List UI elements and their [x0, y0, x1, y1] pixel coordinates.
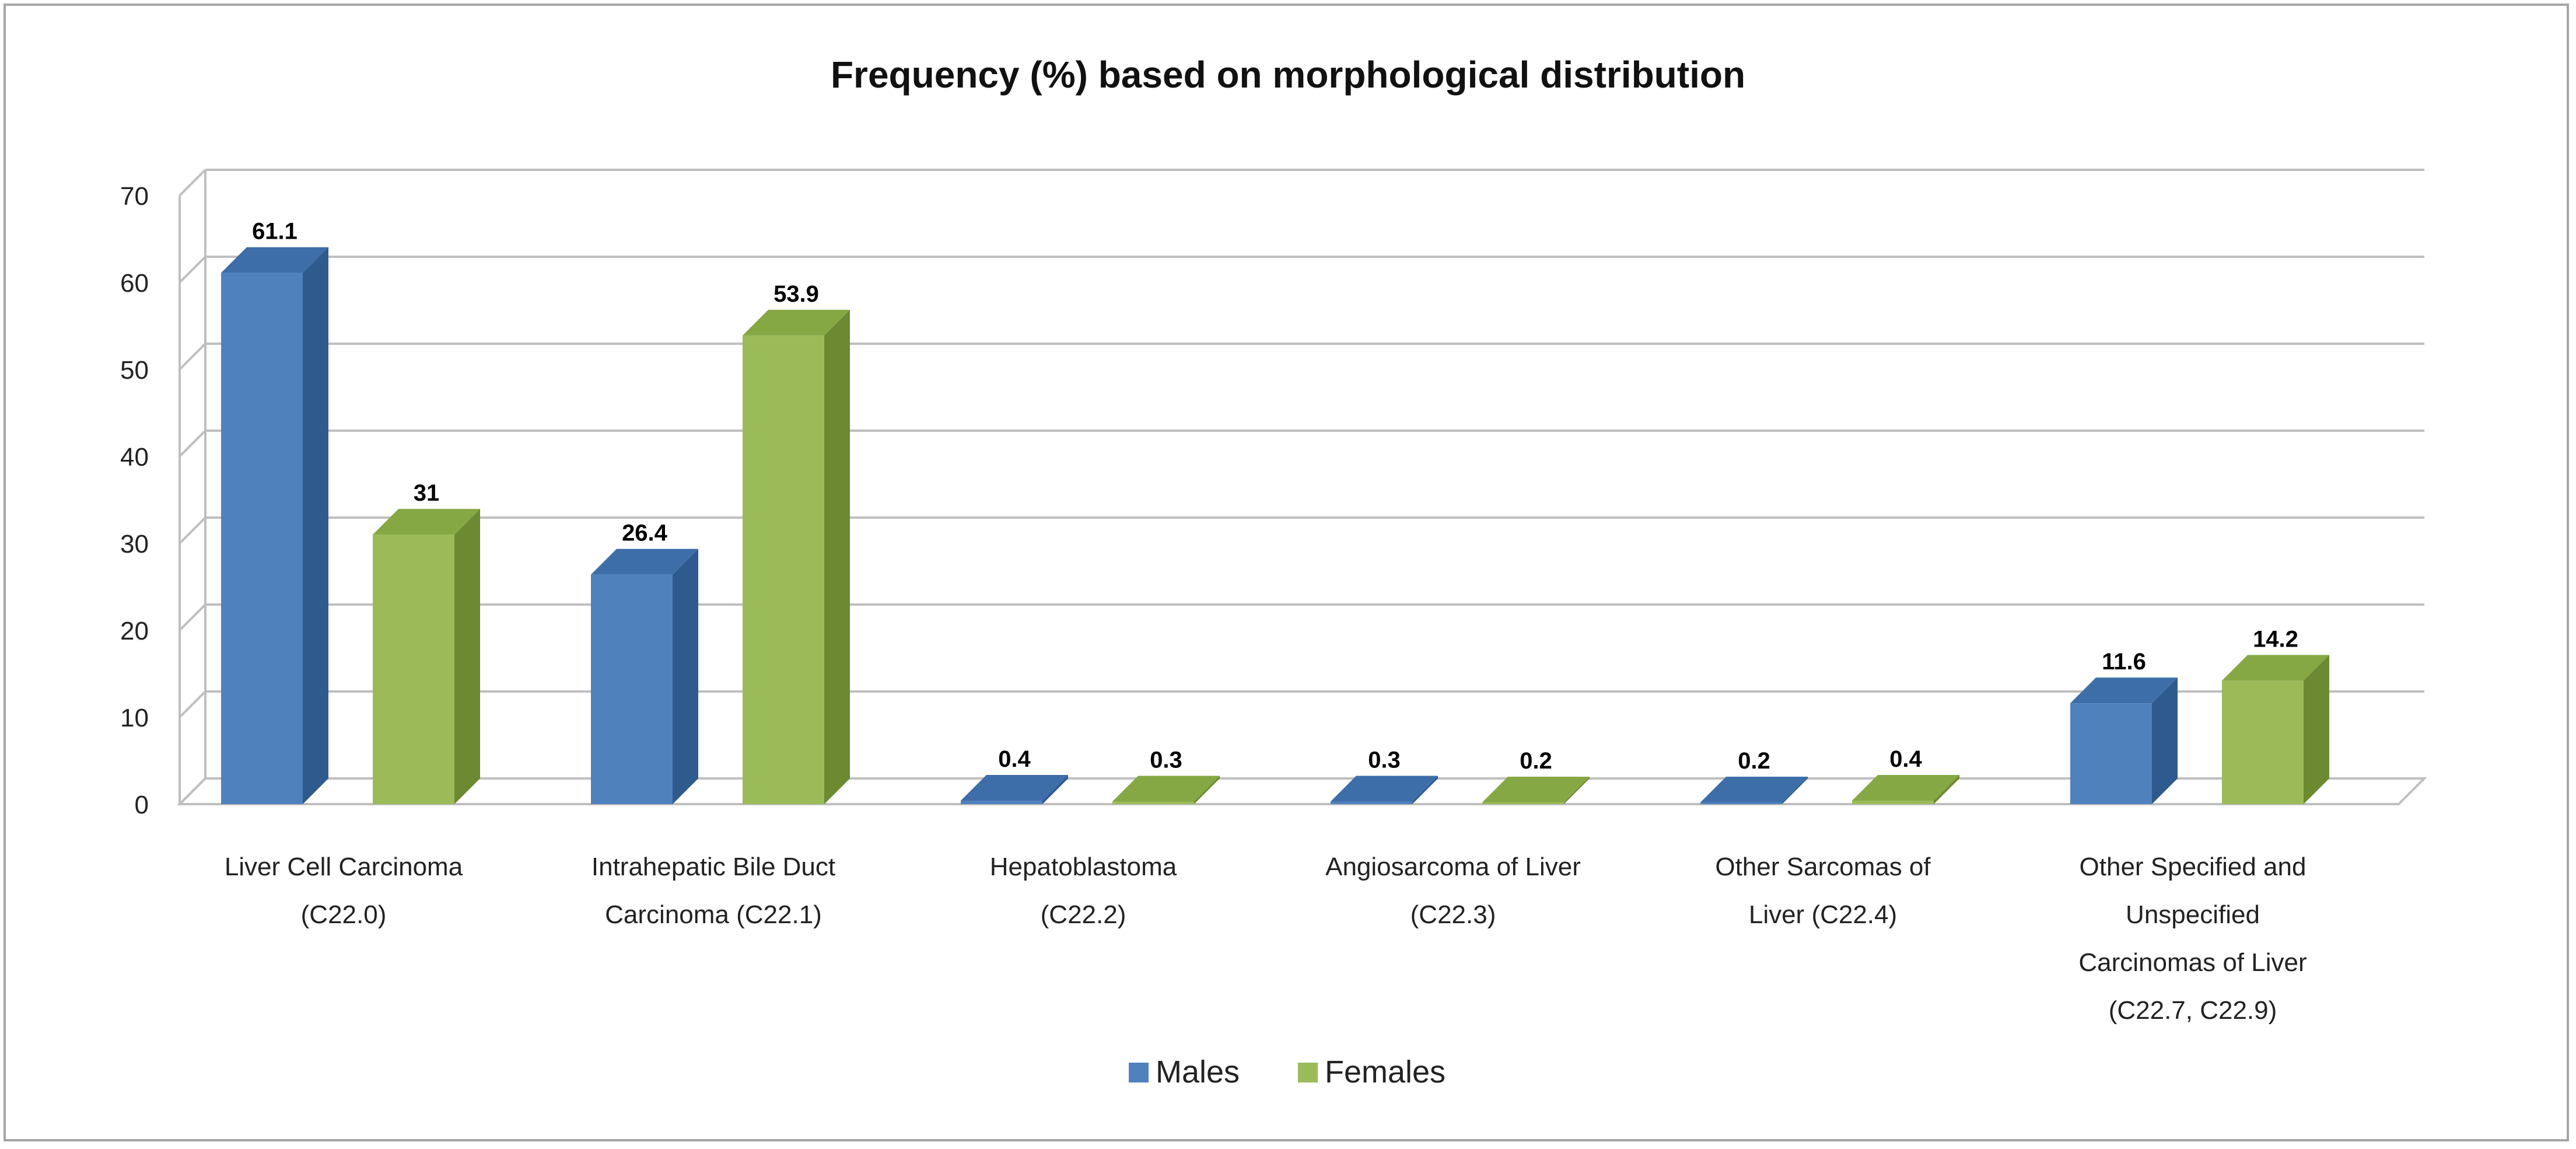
bar-side-females-3: [1564, 777, 1590, 804]
bar-top-females-0: [373, 509, 480, 535]
bar-top-males-2: [961, 775, 1068, 801]
bar-males-1: [591, 574, 673, 804]
y-tick-label: 20: [120, 617, 149, 645]
bar-top-females-4: [1852, 775, 1959, 801]
data-label: 0.4: [1889, 746, 1922, 772]
gridline-depth: [178, 256, 206, 284]
data-label: 14.2: [2253, 626, 2298, 652]
bar-males-3: [1331, 801, 1412, 804]
x-tick-label: Liver Cell Carcinoma (C22.0): [225, 853, 463, 929]
y-tick-label: 10: [120, 704, 149, 732]
bar-males-4: [1700, 802, 1782, 804]
data-label: 0.3: [1150, 748, 1182, 773]
gridline-depth: [178, 169, 206, 197]
bar-side-males-0: [303, 247, 328, 804]
bar-females-1: [743, 335, 824, 804]
y-tick-label: 70: [120, 182, 149, 211]
gridline-depth: [178, 516, 206, 544]
y-tick-label: 50: [120, 356, 149, 385]
chart-floor: [177, 777, 2427, 805]
bar-side-females-0: [454, 509, 480, 804]
data-label: 0.3: [1368, 748, 1401, 773]
bar-top-males-1: [591, 549, 698, 575]
data-label: 31: [414, 480, 440, 506]
data-label: 61.1: [252, 219, 298, 245]
x-tick-label: Other Sarcomas of Liver (C22.4): [1715, 853, 1931, 929]
bar-females-3: [1482, 802, 1564, 804]
gridline-depth: [178, 429, 206, 457]
bar-top-males-4: [1700, 777, 1808, 803]
bar-side-females-4: [1934, 775, 1959, 804]
data-label: 53.9: [774, 281, 819, 307]
bar-males-0: [221, 273, 303, 804]
gridline-depth: [178, 690, 206, 718]
bar-males-2: [961, 801, 1042, 804]
bar-side-females-2: [1194, 776, 1220, 804]
bars: [221, 247, 2329, 804]
bar-side-females-1: [824, 309, 850, 804]
legend: Males Females: [1129, 1054, 1446, 1089]
bar-top-females-3: [1482, 777, 1590, 803]
y-tick-label: 40: [120, 443, 149, 472]
bar-top-males-3: [1331, 776, 1438, 802]
bar-top-males-0: [221, 247, 328, 273]
legend-swatch-males: [1129, 1063, 1149, 1082]
y-axis: 0 10 20 30 40 50 60 70: [120, 182, 149, 819]
bar-top-males-5: [2070, 677, 2178, 704]
bar-males-5: [2070, 703, 2152, 804]
bar-females-5: [2222, 680, 2304, 804]
data-label: 0.2: [1520, 748, 1552, 774]
bar-top-females-1: [743, 309, 850, 336]
bar-side-males-1: [673, 549, 698, 804]
y-tick-label: 0: [135, 791, 149, 819]
y-tick-label: 60: [120, 269, 149, 298]
bar-females-2: [1112, 801, 1194, 804]
data-label: 26.4: [622, 521, 668, 546]
bar-females-0: [373, 535, 454, 804]
x-axis-categories: Liver Cell Carcinoma (C22.0) Intrahepatic …: [225, 853, 2307, 1025]
legend-label-males: Males: [1156, 1054, 1240, 1089]
x-tick-label: Angiosarcoma of Liver (C22.3): [1325, 853, 1581, 929]
gridline-depth: [178, 343, 206, 371]
data-label: 0.2: [1738, 748, 1770, 774]
gridlines: [177, 169, 2427, 805]
bar-side-females-5: [2304, 655, 2329, 804]
data-label: 0.4: [998, 746, 1031, 772]
legend-swatch-females: [1298, 1063, 1318, 1082]
data-label: 11.6: [2102, 649, 2146, 675]
x-tick-label: Other Specified and Unspecified Carcinomas…: [2078, 853, 2306, 1025]
bar-side-males-2: [1042, 775, 1068, 804]
legend-label-females: Females: [1325, 1054, 1446, 1089]
data-labels: 61.1 26.4 0.4 0.3 0.2 11.6 31 53.9 0.3 0.2 0.4 14.2: [252, 219, 2298, 774]
x-tick-label: Hepatoblastoma (C22.2): [990, 853, 1177, 929]
bar-side-males-4: [1782, 777, 1808, 804]
bar-females-4: [1852, 801, 1934, 804]
bar-side-males-5: [2152, 677, 2178, 804]
bar-side-males-3: [1412, 776, 1438, 804]
bar-top-females-2: [1112, 776, 1220, 802]
y-tick-label: 30: [120, 530, 149, 558]
bar-top-females-5: [2222, 655, 2329, 681]
chart-title: Frequency (%) based on morphological dis…: [831, 54, 1745, 96]
x-tick-label: Intrahepatic Bile Duct Carcinoma (C22.1): [592, 853, 835, 929]
gridline-depth: [178, 603, 206, 631]
